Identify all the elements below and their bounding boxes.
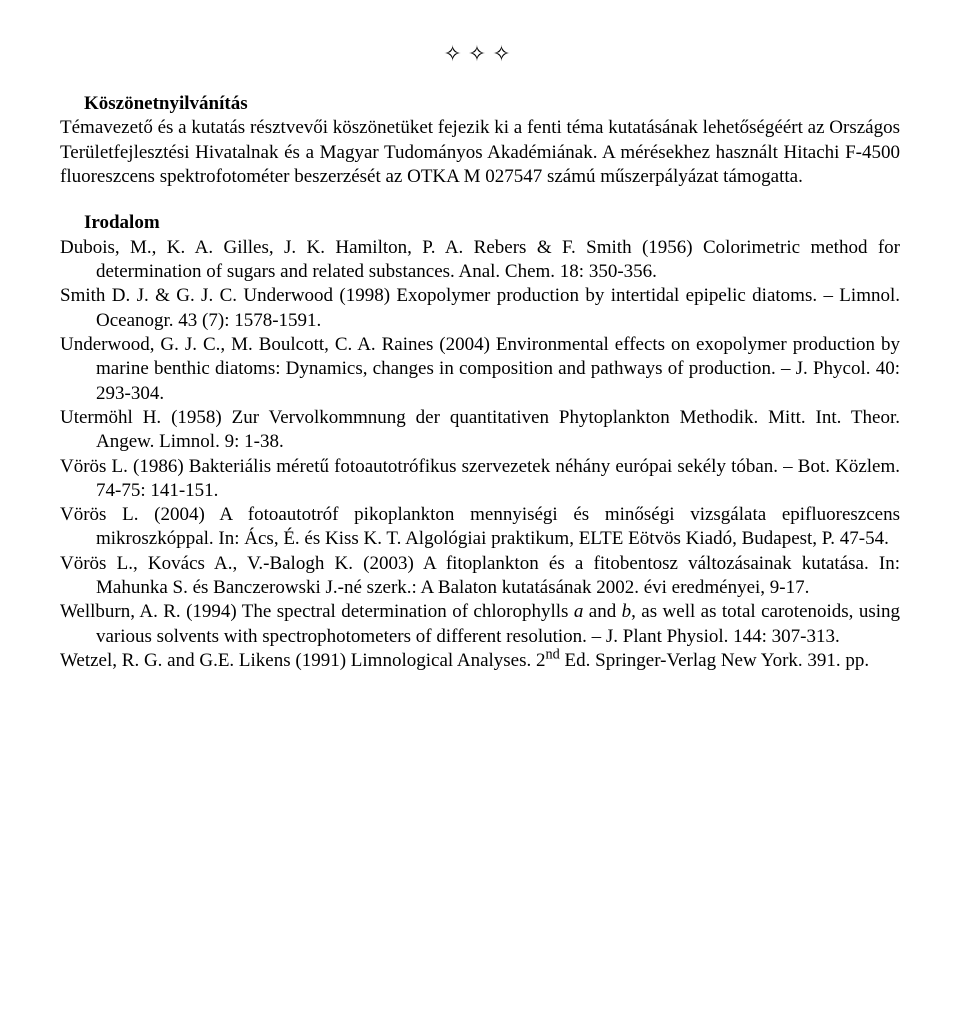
reference-item: Vörös L. (2004) A fotoautotróf pikoplank…: [60, 503, 900, 552]
references-list: Dubois, M., K. A. Gilles, J. K. Hamilton…: [60, 236, 900, 674]
ornament-decoration: ✧✧✧: [60, 40, 900, 68]
reference-item: Wellburn, A. R. (1994) The spectral dete…: [60, 600, 900, 649]
reference-item: Dubois, M., K. A. Gilles, J. K. Hamilton…: [60, 236, 900, 285]
references-heading: Irodalom: [60, 211, 900, 235]
reference-item: Vörös L. (1986) Bakteriális méretű fotoa…: [60, 455, 900, 504]
acknowledgements-title: Köszönetnyilvánítás: [60, 92, 900, 116]
reference-item: Utermöhl H. (1958) Zur Vervolkommnung de…: [60, 406, 900, 455]
reference-item: Smith D. J. & G. J. C. Underwood (1998) …: [60, 284, 900, 333]
reference-item: Vörös L., Kovács A., V.-Balogh K. (2003)…: [60, 552, 900, 601]
acknowledgements-body: Témavezető és a kutatás résztvevői köszö…: [60, 116, 900, 189]
reference-item: Underwood, G. J. C., M. Boulcott, C. A. …: [60, 333, 900, 406]
reference-item: Wetzel, R. G. and G.E. Likens (1991) Lim…: [60, 649, 900, 673]
